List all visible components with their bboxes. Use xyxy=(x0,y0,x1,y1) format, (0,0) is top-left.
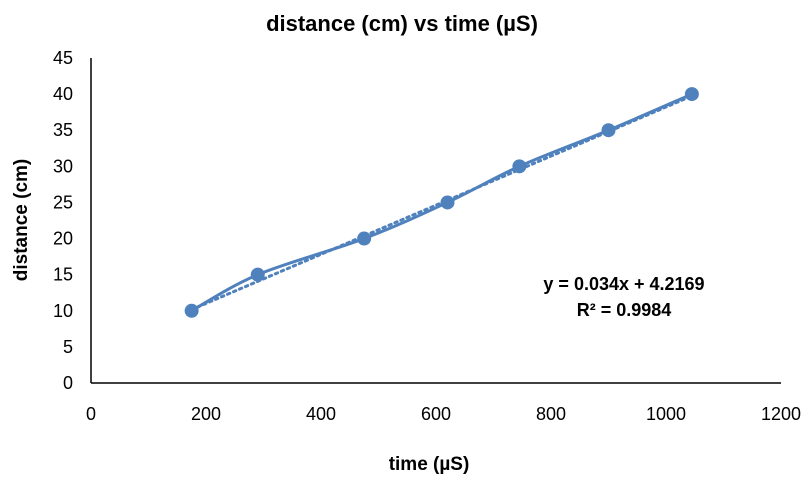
y-axis-label: distance (cm) xyxy=(11,159,32,281)
y-tick-label: 0 xyxy=(63,373,73,393)
y-tick-label: 45 xyxy=(53,48,73,68)
trendline-r-squared: R² = 0.9984 xyxy=(577,300,672,320)
data-point xyxy=(357,231,372,246)
x-tick-label: 200 xyxy=(191,404,221,424)
data-points xyxy=(184,87,699,318)
x-axis-ticks: 0 200 400 600 800 1000 1200 xyxy=(86,404,801,424)
data-point xyxy=(440,195,455,210)
y-tick-label: 20 xyxy=(53,229,73,249)
x-tick-label: 1000 xyxy=(646,404,686,424)
data-point xyxy=(684,87,699,102)
x-tick-label: 400 xyxy=(306,404,336,424)
y-tick-label: 25 xyxy=(53,192,73,212)
y-tick-label: 30 xyxy=(53,156,73,176)
data-point xyxy=(512,159,527,174)
y-tick-label: 15 xyxy=(53,265,73,285)
x-axis-label: time (µS) xyxy=(389,454,470,475)
x-tick-label: 1200 xyxy=(761,404,801,424)
data-point xyxy=(601,123,616,138)
y-tick-label: 35 xyxy=(53,120,73,140)
y-tick-label: 40 xyxy=(53,84,73,104)
y-axis-ticks: 0 5 10 15 20 25 30 35 40 45 xyxy=(53,48,73,393)
trendline-equation: y = 0.034x + 4.2169 xyxy=(543,274,704,294)
x-tick-label: 800 xyxy=(536,404,566,424)
data-point xyxy=(250,267,265,282)
x-tick-label: 600 xyxy=(421,404,451,424)
y-tick-label: 5 xyxy=(63,337,73,357)
data-point xyxy=(184,303,199,318)
x-tick-label: 0 xyxy=(86,404,96,424)
y-tick-label: 10 xyxy=(53,301,73,321)
chart-title: distance (cm) vs time (µS) xyxy=(266,11,538,36)
